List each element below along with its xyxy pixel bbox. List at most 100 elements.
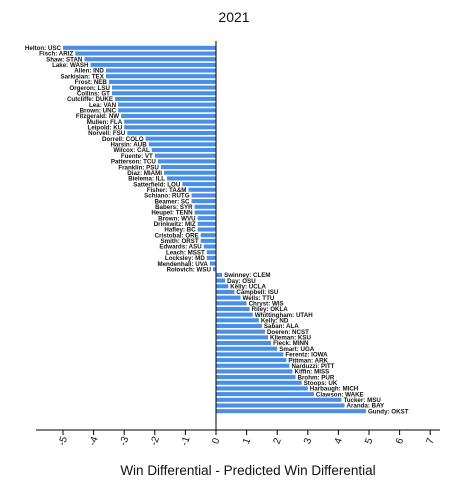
bar-label: Dorrell: COLO: [102, 136, 144, 143]
bar-label: Smith: ORST: [161, 238, 199, 245]
bar-label: Beamer: SC: [154, 198, 190, 205]
bar-label: Klieman: KSU: [270, 335, 311, 342]
bar: [118, 102, 216, 107]
bar-label: Ferentz: IOWA: [285, 352, 328, 359]
bars-group: [63, 45, 366, 414]
x-tick-label: -5: [57, 435, 71, 448]
bar-label: Leipold: KU: [87, 125, 122, 132]
bar: [216, 403, 345, 408]
bar-label: Fisher: TA&M: [147, 187, 187, 194]
bar-label: Campbell: ISU: [236, 289, 278, 296]
bar: [203, 244, 216, 249]
x-tick-label: 7: [425, 436, 437, 445]
bar-label: Tucker: MSU: [343, 397, 381, 404]
bar-label: Satterfield: LOU: [133, 181, 181, 188]
bar: [216, 375, 296, 380]
x-tick-label: -2: [149, 435, 163, 448]
bar: [216, 284, 229, 289]
bar-label: Kelly: UCLA: [230, 283, 266, 290]
bar-label: Bielema: ILL: [128, 176, 165, 183]
bar: [216, 295, 241, 300]
bar: [216, 335, 269, 340]
bar-label: Allen: IND: [74, 68, 104, 75]
x-axis-label: Win Differential - Predicted Win Differe…: [120, 463, 375, 478]
bar: [216, 363, 290, 368]
bar: [197, 227, 216, 232]
bar-label: Wilcox: CAL: [113, 147, 150, 154]
bar: [157, 159, 216, 164]
bar-label: Fisch: ARIZ: [39, 51, 73, 58]
bar: [124, 119, 216, 124]
bar: [160, 165, 216, 170]
bar-label: Frost: NEB: [75, 79, 108, 86]
bar: [194, 204, 216, 209]
bar-label: Brown: WVU: [158, 215, 196, 222]
bar: [216, 278, 226, 283]
bar: [216, 272, 223, 277]
x-tick-label: 4: [333, 436, 345, 445]
bar-label: Lea: VAN: [89, 102, 117, 109]
bar-label: Fleck: MINN: [273, 340, 309, 347]
bar: [200, 238, 216, 243]
bar: [216, 392, 314, 397]
bar-label: Franklin: PSU: [118, 164, 159, 171]
x-tick-label: -1: [179, 435, 193, 448]
bar-label: Doeren: NCST: [267, 329, 309, 336]
bar: [200, 233, 216, 238]
bar-label: Cutcliffe: DUKE: [67, 96, 113, 103]
bar: [182, 182, 216, 187]
x-tick-label: -3: [118, 435, 132, 448]
bar: [124, 125, 216, 130]
bar: [216, 358, 287, 363]
bar: [75, 51, 217, 56]
bar: [216, 409, 366, 414]
bar-label: Gundy: OKST: [368, 408, 409, 415]
bar-label: Fuente: VT: [121, 153, 153, 160]
x-tick-label: 3: [302, 436, 314, 445]
bar: [111, 85, 216, 90]
bar: [121, 113, 216, 119]
bar-label: Chryst: WIS: [249, 301, 284, 308]
bar-label: Brohm: PUR: [298, 374, 335, 381]
bar: [216, 340, 272, 346]
bar: [191, 199, 216, 204]
bar: [206, 255, 216, 260]
chart-title: 2021: [218, 9, 249, 25]
bar-label: Kelly: ND: [261, 318, 289, 325]
x-tick-label: 2: [272, 436, 284, 445]
bar: [188, 187, 216, 192]
bar-label: Mullen: FLA: [87, 119, 123, 126]
bar-label: Harbaugh: MICH: [310, 386, 359, 393]
bar-label: Wells: TTU: [242, 295, 274, 302]
bar-label: Harsin: AUB: [110, 142, 147, 149]
bar-label: Collins: GT: [77, 90, 110, 97]
bar: [216, 369, 293, 374]
x-tick-label: 6: [394, 436, 406, 445]
bar-label: Drinkwitz: MIZ: [154, 221, 196, 228]
bar-label: Heupel: TENN: [151, 210, 193, 217]
bar: [216, 323, 262, 329]
bar-label: Orgeron: LSU: [69, 85, 110, 92]
bar: [163, 170, 216, 175]
bar: [167, 176, 216, 181]
bar-label: Cristobal: ORE: [155, 232, 199, 239]
bar: [151, 147, 216, 153]
bar: [206, 250, 216, 255]
bar: [63, 45, 216, 50]
bar-label: Fitzgerald: NW: [76, 113, 119, 120]
bar: [216, 289, 235, 294]
bar: [216, 346, 278, 351]
bar: [216, 329, 265, 334]
bar-label: Norvell: FSU: [88, 130, 126, 137]
x-ticks-group: -5 -4 -3 -2 -1 0 1 2 3 4 5 6 7: [57, 430, 437, 447]
bar-label: Diaz: MIAMI: [127, 170, 162, 177]
bar-label: Helton: USC: [25, 45, 62, 52]
bar-label: Lake: WASH: [52, 62, 89, 69]
bar-label: Saban: ALA: [264, 323, 299, 330]
bar-label: Brown: UNC: [80, 107, 117, 114]
bar-label: Patterson: TCU: [111, 159, 157, 166]
bar-label: Pittman: ARK: [288, 357, 328, 364]
bar-label: Hafley: BC: [164, 227, 196, 234]
